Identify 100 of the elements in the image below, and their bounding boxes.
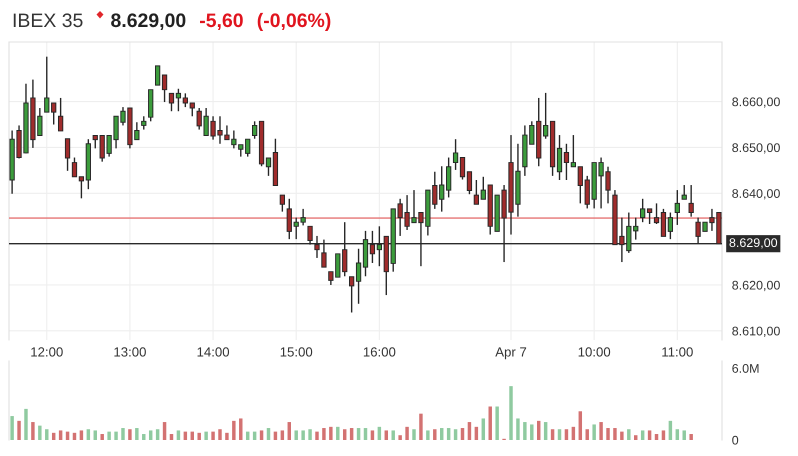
bar: [654, 434, 658, 440]
bar: [662, 430, 666, 440]
candlestick: [556, 134, 562, 181]
candlestick: [217, 116, 223, 144]
bar: [329, 426, 333, 440]
bar: [613, 428, 617, 440]
candlestick: [674, 189, 680, 226]
x-tick-label: 13:00: [114, 347, 146, 357]
bar: [162, 422, 166, 440]
bar: [536, 420, 540, 440]
bar: [495, 406, 499, 440]
bar: [58, 430, 62, 440]
bar: [446, 428, 450, 440]
bar: [225, 432, 229, 440]
x-tick-label: 12:00: [31, 347, 63, 357]
bar: [260, 430, 264, 440]
bar: [239, 418, 243, 440]
bar: [564, 429, 568, 440]
bar: [454, 429, 458, 440]
x-tick-label: 10:00: [578, 347, 610, 357]
bar: [592, 424, 596, 440]
bar: [640, 430, 644, 440]
bar: [38, 426, 42, 440]
bar: [24, 408, 28, 440]
bar: [66, 432, 70, 440]
bar: [148, 430, 152, 440]
x-tick-label: 15:00: [280, 347, 312, 357]
bar: [433, 429, 437, 440]
candlestick: [688, 184, 694, 218]
bar: [356, 428, 360, 440]
bar: [488, 406, 492, 440]
bar: [135, 428, 139, 440]
candlestick: [64, 138, 70, 172]
candlestick: [605, 166, 611, 204]
text: (-0,06%): [258, 12, 330, 32]
bar: [176, 430, 180, 440]
bar: [52, 432, 56, 440]
candlestick: [654, 202, 660, 225]
bar: [197, 432, 201, 440]
candlestick: [72, 156, 78, 178]
candlestick: [702, 222, 708, 232]
x-tick-label: 16:00: [364, 347, 396, 357]
bar: [586, 429, 589, 440]
candlestick: [280, 194, 285, 212]
bar: [620, 432, 624, 440]
candlestick: [452, 138, 458, 171]
bar: [405, 426, 409, 440]
bar: [440, 428, 444, 440]
bar: [94, 430, 97, 440]
x-tick-label: 14:00: [198, 347, 230, 357]
bar: [107, 432, 111, 440]
bar: [516, 418, 520, 440]
bar: [142, 434, 146, 440]
bar: [550, 429, 554, 440]
bar: [45, 429, 48, 440]
y-tick-label: 8.650,00: [732, 143, 780, 154]
bar: [544, 422, 548, 440]
bar: [156, 429, 160, 440]
bar: [426, 430, 430, 440]
bar: [274, 432, 278, 440]
bar: [211, 432, 215, 440]
bar: [668, 420, 672, 440]
bar: [530, 424, 534, 440]
bar: [10, 416, 14, 440]
y-tick-label: 6.0M: [732, 364, 758, 373]
bar: [336, 426, 340, 440]
bar: [384, 430, 388, 440]
bar: [482, 418, 486, 440]
y-tick-label: 8.660,00: [732, 97, 780, 108]
bar: [350, 428, 354, 440]
bar: [627, 429, 631, 440]
x-tick-label: 11:00: [662, 347, 693, 357]
bar: [100, 434, 104, 440]
bar: [184, 432, 188, 440]
bar: [342, 429, 346, 440]
candlestick: [266, 157, 272, 177]
candlestick: [682, 184, 687, 200]
bar: [648, 430, 652, 440]
bar: [634, 435, 638, 440]
bar: [391, 430, 395, 440]
bar: [682, 430, 686, 440]
x-tick-label: Apr 7: [495, 347, 526, 360]
bar: [80, 430, 84, 440]
y-tick-label: 8.620,00: [732, 280, 780, 292]
candlestick: [466, 171, 472, 195]
candlestick: [168, 92, 174, 112]
bar: [114, 432, 118, 440]
candlestick: [460, 156, 466, 180]
bar: [294, 430, 298, 440]
y-tick-label: 8.640,00: [732, 189, 780, 200]
bar: [468, 422, 472, 440]
bar: [301, 430, 305, 440]
candlestick: [120, 106, 126, 126]
bar: [252, 432, 256, 440]
bar: [190, 432, 194, 440]
bar: [572, 426, 576, 440]
bar: [676, 429, 680, 440]
bar: [599, 422, 603, 440]
bar: [232, 420, 236, 440]
bar: [288, 422, 292, 440]
